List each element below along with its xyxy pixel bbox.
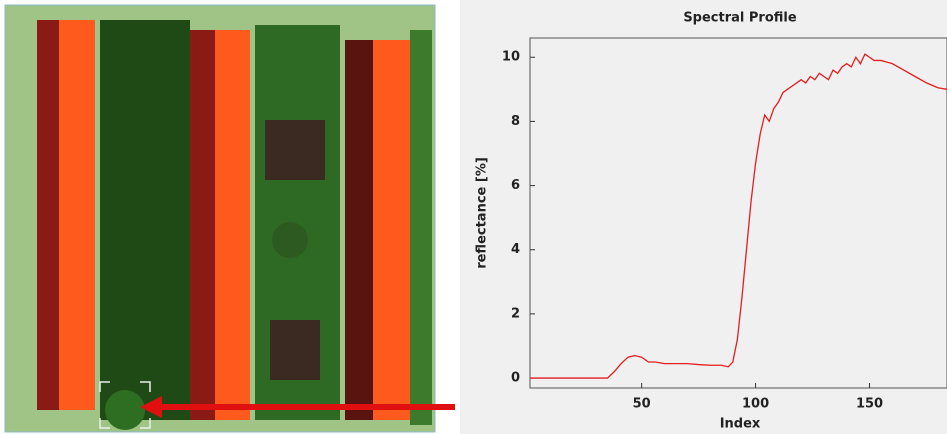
x-axis-label: Index xyxy=(720,417,761,432)
x-tick-label: 50 xyxy=(633,397,651,412)
spectral-line xyxy=(530,53,947,379)
x-tick-label: 150 xyxy=(856,397,883,412)
plot-area xyxy=(529,37,947,389)
y-axis-label: reflectance [%] xyxy=(475,157,490,269)
chart-title: Spectral Profile xyxy=(683,11,797,26)
y-tick-label: 10 xyxy=(502,50,520,65)
aerial-image xyxy=(4,4,436,433)
y-tick-label: 6 xyxy=(511,178,520,193)
x-tick-label: 100 xyxy=(742,397,769,412)
arrow xyxy=(140,396,455,418)
y-tick-label: 4 xyxy=(511,242,520,257)
y-tick-label: 2 xyxy=(511,306,520,321)
y-tick-label: 0 xyxy=(511,371,520,386)
y-tick-label: 8 xyxy=(511,114,520,129)
